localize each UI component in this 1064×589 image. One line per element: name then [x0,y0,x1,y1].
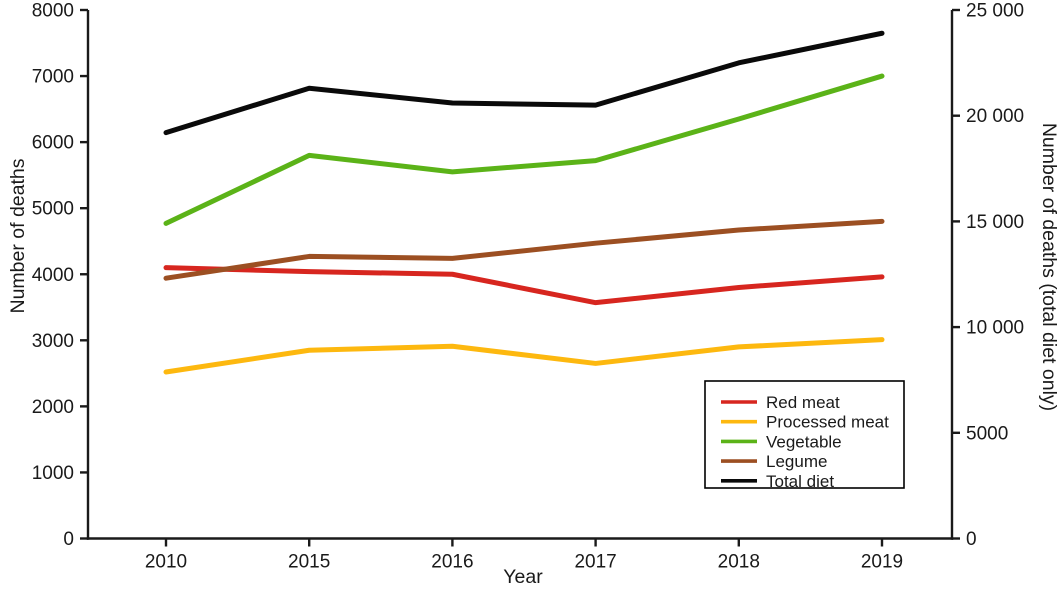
legend-label-legume: Legume [766,452,827,471]
x-axis-tick-label: 2016 [431,552,473,573]
x-axis-tick-label: 2010 [145,552,187,573]
series-lines [163,30,885,375]
series-line-vegetable [163,73,885,226]
right-axis-tick-label: 15 000 [966,212,1024,233]
x-axis-title: Year [503,566,543,588]
left-axis-title: Number of deaths [7,158,29,313]
left-axis-tick-label: 1000 [32,463,74,484]
right-axis-tick-label: 5000 [966,423,1008,444]
left-axis-tick-label: 3000 [32,331,74,352]
right-axis-title: Number of deaths (total diet only) [1038,123,1060,411]
left-axis-tick-label: 8000 [32,1,74,22]
right-axis-tick-label: 25 000 [966,1,1024,22]
left-axis-tick-label: 7000 [32,67,74,88]
left-axis-tick-label: 2000 [32,397,74,418]
legend-label-red-meat: Red meat [766,393,840,412]
legend-label-total-diet: Total diet [766,472,834,491]
legend-label-processed-meat: Processed meat [766,413,889,432]
series-line-total-diet [163,30,885,136]
series-line-red-meat [163,265,885,306]
axes: 0 1000 2000 3000 4000 5000 6000 7000 8000 0 5000 10… [32,1,1024,573]
right-axis-tick-label: 10 000 [966,318,1024,339]
left-axis-tick-label: 6000 [32,133,74,154]
right-axis-tick-label: 20 000 [966,106,1024,127]
series-line-legume [163,218,885,281]
left-axis-tick-label: 0 [63,529,74,550]
legend-label-vegetable: Vegetable [766,432,842,451]
x-axis-tick-label: 2015 [288,552,330,573]
left-axis-tick-label: 4000 [32,265,74,286]
x-axis-tick-label: 2018 [718,552,760,573]
x-axis-tick-label: 2017 [574,552,616,573]
series-line-processed-meat [163,337,885,375]
right-axis-tick-label: 0 [966,529,977,550]
legend-box [704,380,905,489]
left-axis-tick-label: 5000 [32,199,74,220]
x-axis-tick-label: 2019 [861,552,903,573]
